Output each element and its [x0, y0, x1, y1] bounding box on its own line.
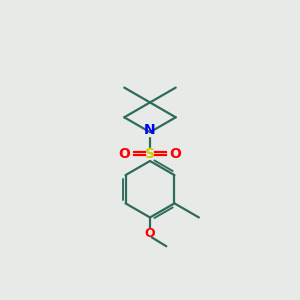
Text: O: O [145, 227, 155, 240]
Text: S: S [145, 147, 155, 160]
Text: N: N [144, 123, 156, 137]
Text: O: O [118, 147, 130, 160]
Text: O: O [169, 147, 181, 160]
